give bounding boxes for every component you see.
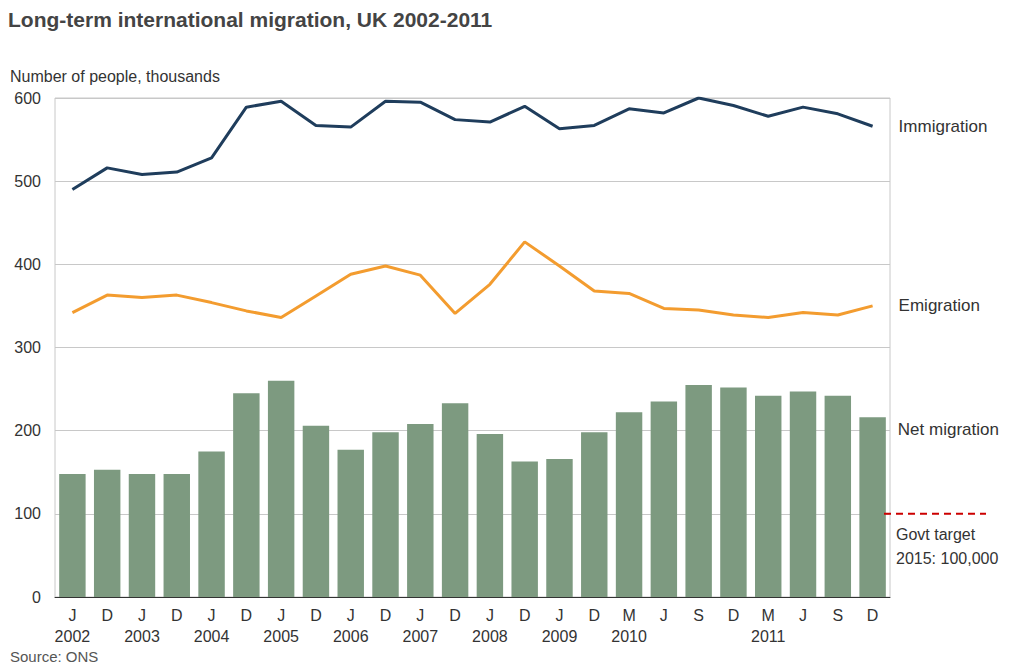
svg-text:300: 300: [14, 339, 41, 356]
svg-text:S: S: [693, 607, 704, 624]
svg-text:Immigration: Immigration: [899, 117, 988, 136]
svg-text:J: J: [138, 607, 146, 624]
svg-text:600: 600: [14, 90, 41, 107]
svg-text:J: J: [799, 607, 807, 624]
svg-text:Emigration: Emigration: [899, 296, 980, 315]
svg-text:D: D: [867, 607, 879, 624]
svg-text:2003: 2003: [124, 628, 160, 645]
svg-text:500: 500: [14, 173, 41, 190]
svg-text:J: J: [555, 607, 563, 624]
svg-text:2006: 2006: [333, 628, 369, 645]
svg-text:D: D: [241, 607, 253, 624]
svg-text:J: J: [486, 607, 494, 624]
svg-text:J: J: [208, 607, 216, 624]
svg-text:2011: 2011: [751, 628, 786, 645]
svg-text:D: D: [101, 607, 113, 624]
svg-text:2010: 2010: [611, 628, 647, 645]
svg-text:J: J: [68, 607, 76, 624]
svg-text:2007: 2007: [403, 628, 439, 645]
svg-text:S: S: [832, 607, 843, 624]
svg-text:Number of people, thousands: Number of people, thousands: [10, 68, 220, 85]
svg-text:D: D: [171, 607, 183, 624]
svg-text:2008: 2008: [472, 628, 508, 645]
svg-text:Net migration: Net migration: [898, 420, 999, 439]
svg-text:0: 0: [32, 589, 41, 606]
svg-text:2015: 100,000: 2015: 100,000: [896, 550, 998, 567]
svg-text:J: J: [416, 607, 424, 624]
svg-text:D: D: [519, 607, 531, 624]
svg-text:J: J: [660, 607, 668, 624]
svg-text:D: D: [728, 607, 740, 624]
svg-text:D: D: [449, 607, 461, 624]
svg-text:2004: 2004: [194, 628, 230, 645]
svg-text:Long-term international migrat: Long-term international migration, UK 20…: [8, 8, 493, 31]
svg-text:2002: 2002: [55, 628, 91, 645]
svg-text:J: J: [277, 607, 285, 624]
svg-text:J: J: [347, 607, 355, 624]
svg-text:100: 100: [14, 505, 41, 522]
svg-text:D: D: [310, 607, 322, 624]
svg-text:Source: ONS: Source: ONS: [10, 648, 98, 665]
svg-text:2005: 2005: [263, 628, 299, 645]
svg-text:D: D: [588, 607, 600, 624]
svg-text:M: M: [762, 607, 775, 624]
svg-text:M: M: [622, 607, 635, 624]
svg-text:D: D: [380, 607, 392, 624]
svg-text:2009: 2009: [542, 628, 578, 645]
svg-text:200: 200: [14, 422, 41, 439]
svg-text:Govt target: Govt target: [896, 526, 976, 543]
svg-text:400: 400: [14, 256, 41, 273]
